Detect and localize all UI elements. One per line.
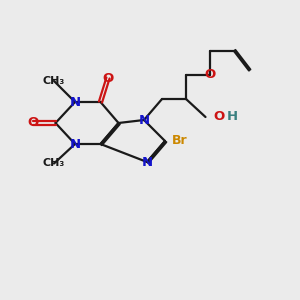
Text: O: O (204, 68, 216, 82)
Text: N: N (69, 137, 81, 151)
Text: CH₃: CH₃ (43, 158, 65, 169)
Text: N: N (141, 155, 153, 169)
Text: CH₃: CH₃ (43, 76, 65, 86)
Text: O: O (213, 110, 224, 124)
Text: H: H (226, 110, 238, 124)
Text: N: N (69, 95, 81, 109)
Text: O: O (27, 116, 39, 130)
Text: N: N (138, 113, 150, 127)
Text: O: O (102, 71, 114, 85)
Text: Br: Br (172, 134, 188, 148)
